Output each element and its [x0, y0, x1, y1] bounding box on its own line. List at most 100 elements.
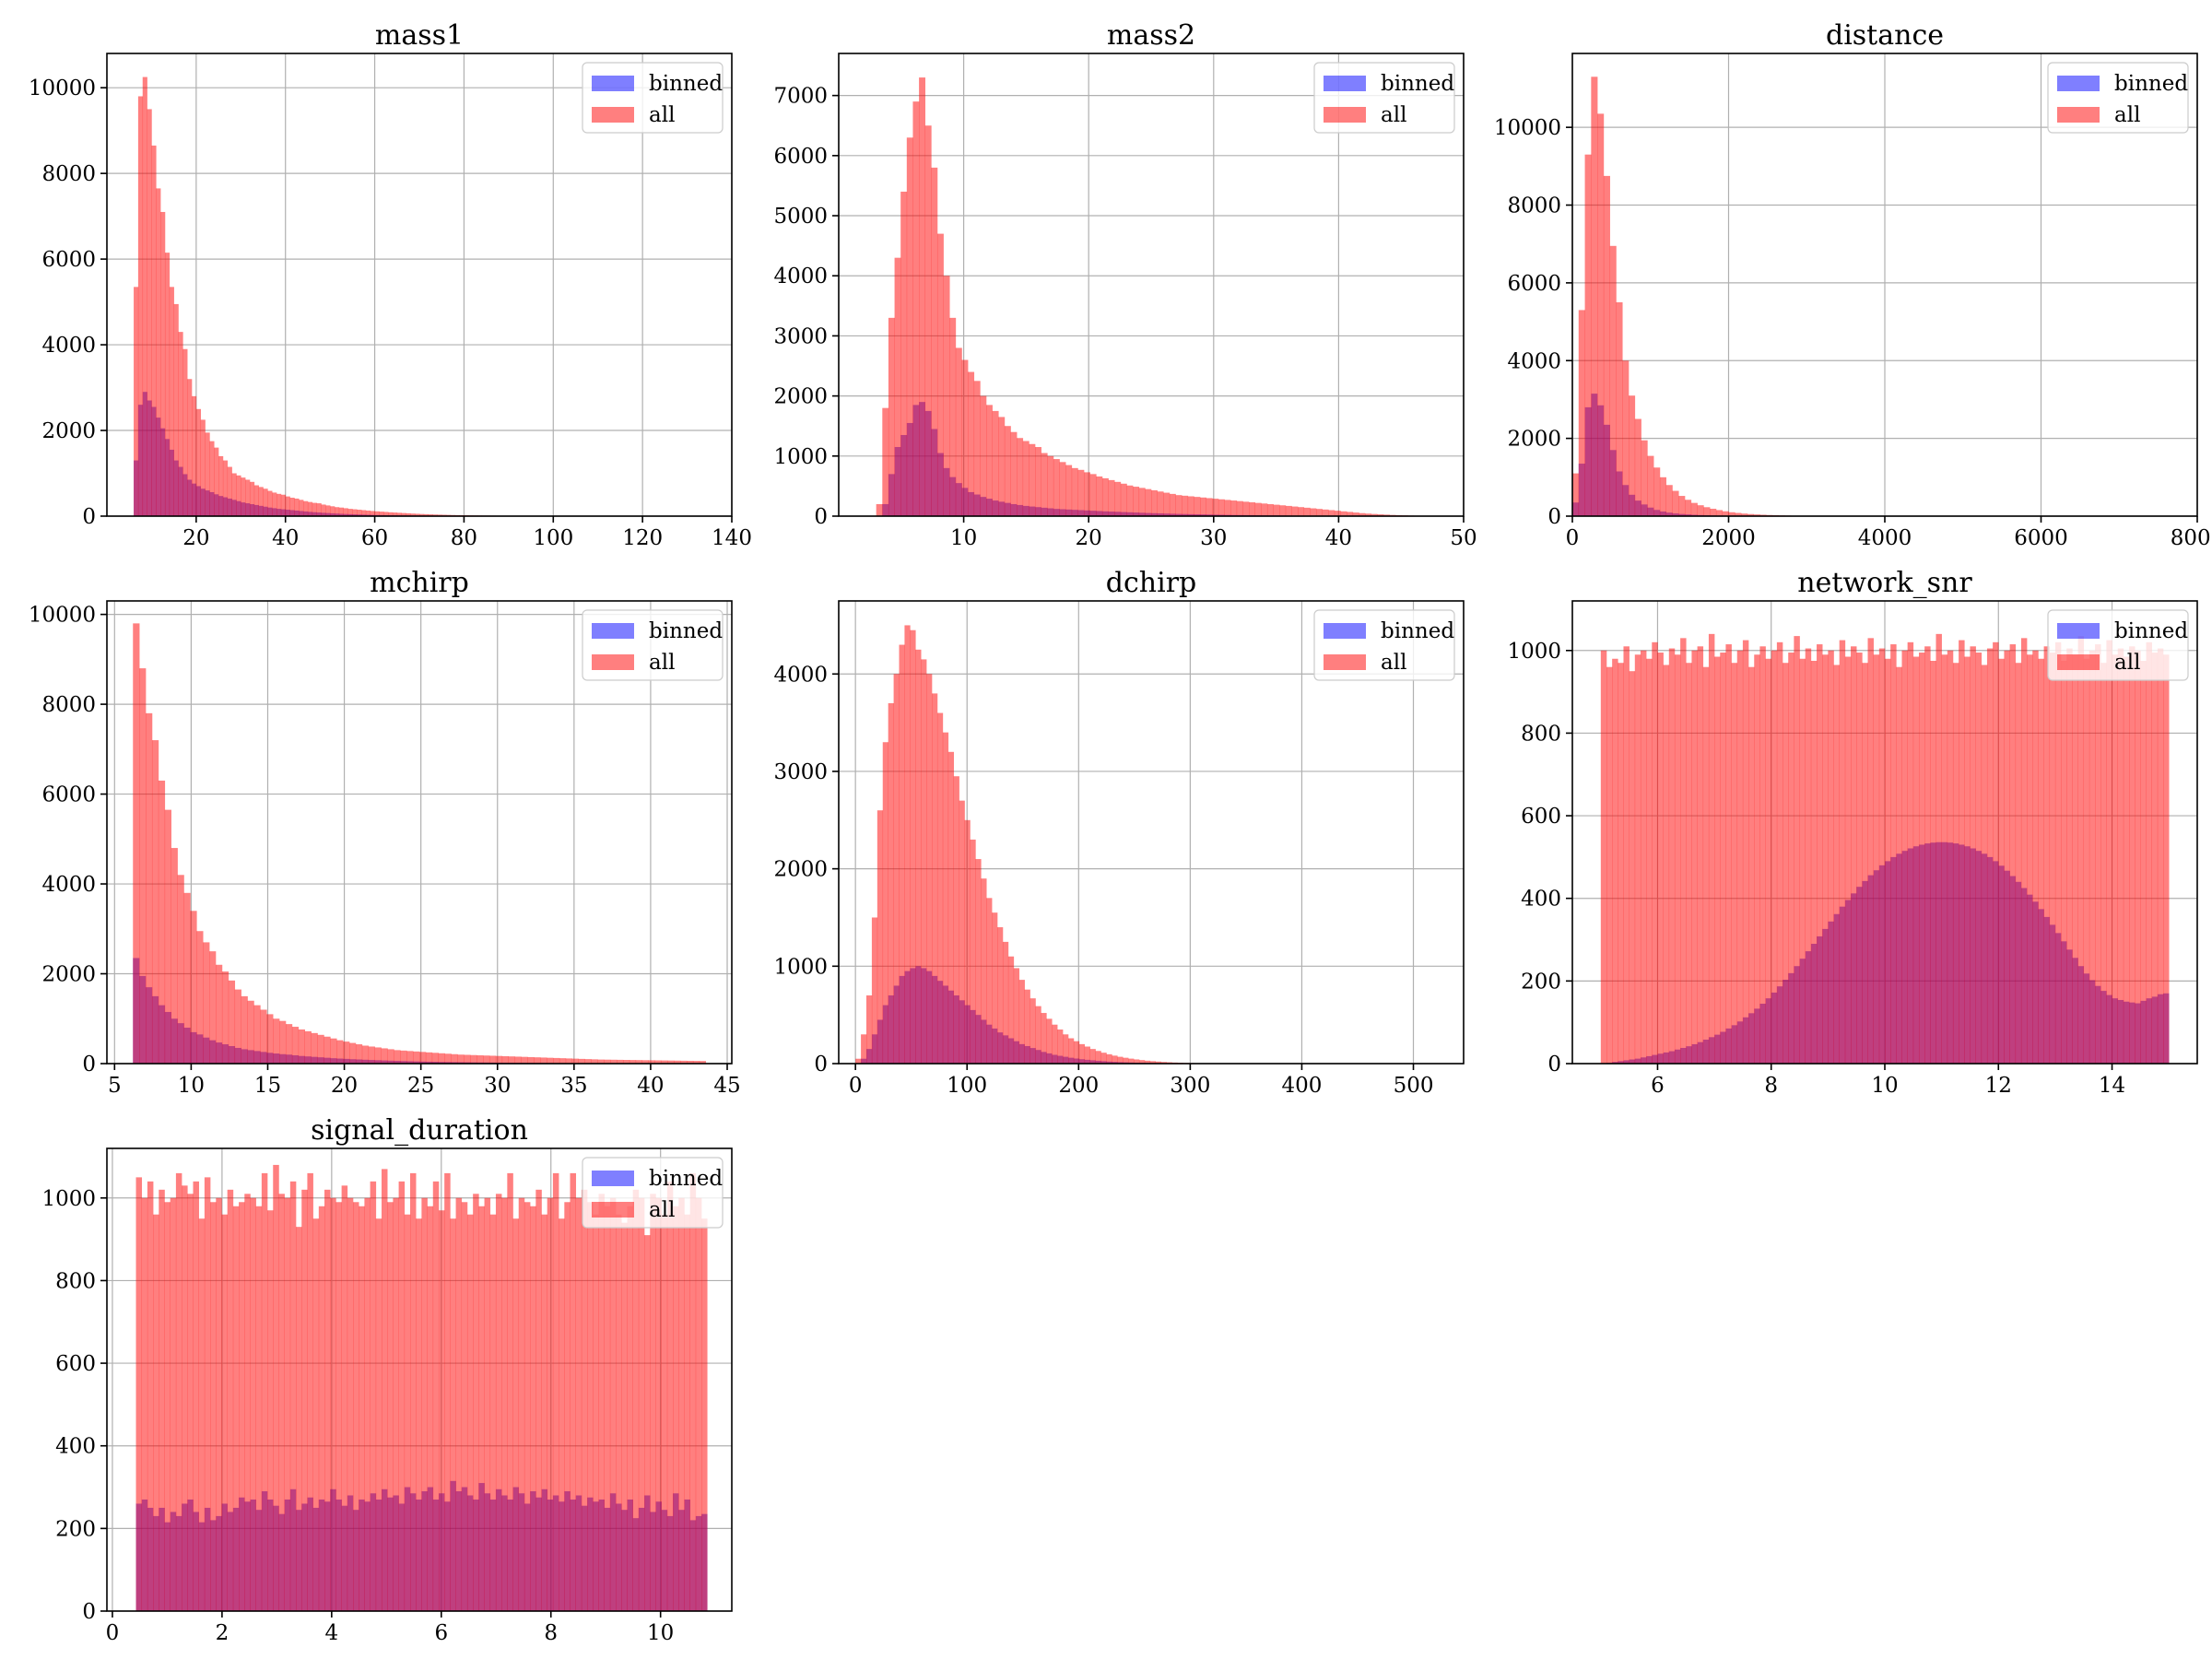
y-tick-label: 8000 — [41, 162, 96, 186]
bar-all — [2066, 648, 2073, 1064]
bar-all — [578, 1058, 585, 1064]
y-tick-label: 800 — [55, 1269, 96, 1293]
bar-all — [419, 1052, 427, 1064]
bar-all — [518, 1197, 525, 1611]
bar-all — [1041, 453, 1048, 516]
bar-all — [284, 1197, 291, 1611]
bar-all — [1261, 503, 1268, 516]
bar-all — [495, 1194, 502, 1611]
bar-all — [1690, 502, 1698, 516]
bar-all — [171, 848, 178, 1064]
bar-all — [278, 1194, 285, 1611]
bar-all — [244, 1194, 251, 1611]
y-tick-label: 0 — [1547, 505, 1561, 529]
bar-all — [1187, 496, 1194, 516]
bar-all — [1659, 477, 1666, 516]
bar-all — [361, 1045, 370, 1064]
bar-all — [2095, 644, 2101, 1064]
bar-all — [2061, 660, 2067, 1064]
bar-all — [1725, 644, 1732, 1064]
bar-all — [444, 1053, 452, 1064]
bar-all — [204, 1177, 211, 1611]
y-tick-label: 400 — [1521, 888, 1561, 912]
bar-all — [241, 477, 246, 516]
bar-all — [285, 1024, 293, 1064]
bar-all — [2083, 658, 2090, 1064]
bar-all — [245, 479, 251, 516]
y-tick-label: 4000 — [41, 873, 96, 897]
bar-all — [1057, 1030, 1064, 1064]
y-tick-label: 2000 — [41, 963, 96, 987]
bar-all — [1096, 476, 1103, 516]
bar-all — [142, 76, 147, 516]
bar-all — [1138, 1060, 1146, 1064]
x-tick-label: 10 — [950, 526, 977, 550]
bar-all — [855, 1058, 862, 1064]
bar-all — [1084, 1046, 1090, 1064]
bar-all — [318, 1206, 325, 1611]
bar-all — [1322, 509, 1329, 516]
y-tick-label: 0 — [1547, 1053, 1561, 1077]
x-tick-label: 20 — [182, 526, 209, 550]
bar-all — [641, 1060, 649, 1064]
y-tick-label: 0 — [82, 1053, 96, 1077]
y-tick-label: 3000 — [773, 324, 828, 348]
bar-all — [1672, 490, 1679, 516]
legend-label-binned: binned — [649, 72, 723, 96]
bar-all — [899, 644, 905, 1064]
bar-all — [648, 1060, 655, 1064]
bar-all — [1663, 665, 1670, 1064]
bar-all — [1924, 646, 1931, 1064]
bar-all — [541, 1214, 548, 1611]
bar-all — [1728, 512, 1735, 516]
bar-all — [1108, 479, 1115, 516]
bar-all — [1169, 493, 1176, 516]
bar-all — [1149, 1061, 1157, 1064]
legend-swatch-all — [2057, 654, 2100, 670]
bar-all — [655, 1197, 662, 1611]
bar-all — [997, 927, 1004, 1064]
bar-all — [865, 995, 873, 1064]
bar-all — [1084, 472, 1091, 516]
bar-all — [992, 912, 998, 1064]
legend-swatch-all — [1324, 654, 1366, 670]
bar-all — [1629, 395, 1636, 516]
bar-all — [364, 1197, 371, 1611]
bar-all — [1691, 650, 1698, 1064]
bar-all — [1975, 653, 1983, 1064]
bar-all — [1013, 968, 1020, 1064]
panel-signal-duration: 0 2 4 6 8 10 0 200 400 600 800 1000 signal_durationb… — [41, 1114, 733, 1645]
legend-label-all: all — [1381, 651, 1406, 675]
bar-all — [942, 732, 949, 1064]
bar-all — [352, 509, 358, 516]
bar-all — [461, 1202, 468, 1611]
bar-all — [1078, 1043, 1086, 1064]
y-tick-label: 10000 — [29, 76, 96, 100]
bar-all — [349, 1042, 357, 1064]
bar-all — [535, 1189, 542, 1611]
bar-all — [272, 492, 277, 516]
bar-all — [1936, 633, 1942, 1064]
bar-all — [1918, 653, 1925, 1064]
bar-all — [1584, 154, 1592, 517]
y-tick-label: 0 — [814, 1053, 828, 1077]
bar-all — [421, 1197, 428, 1611]
bar-all — [203, 942, 210, 1064]
bar-all — [170, 1197, 177, 1611]
series-all — [1600, 633, 2170, 1064]
bar-all — [1024, 989, 1030, 1064]
bar-all — [415, 513, 420, 516]
bar-all — [1715, 510, 1724, 516]
bar-all — [153, 1214, 159, 1611]
bar-all — [381, 1169, 388, 1611]
legend: binned all — [1313, 62, 1455, 134]
legend-swatch-all — [2057, 107, 2100, 123]
bar-all — [410, 513, 416, 516]
bar-all — [1759, 646, 1766, 1064]
bar-all — [317, 1034, 324, 1064]
bar-all — [187, 1194, 194, 1611]
bar-all — [936, 712, 944, 1064]
bar-all — [632, 1189, 640, 1611]
x-tick-label: 14 — [2099, 1074, 2125, 1098]
bar-all — [431, 1053, 440, 1064]
